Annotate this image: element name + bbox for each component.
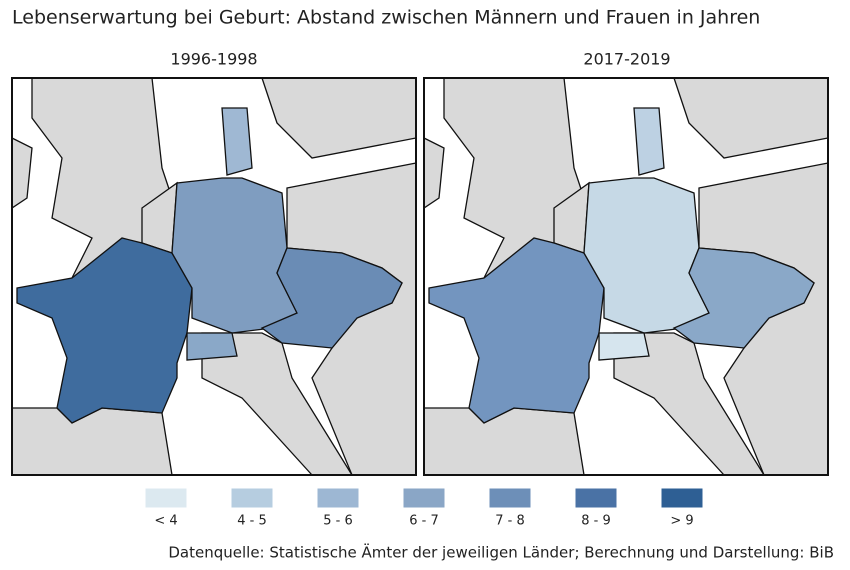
land: [11, 407, 173, 476]
legend-label: > 9: [670, 514, 693, 529]
region: [260, 247, 403, 349]
legend-swatch: [230, 487, 274, 509]
panel-title: 2017-2019: [583, 50, 670, 69]
frame: [423, 77, 829, 476]
frame: [11, 77, 417, 476]
legend-label: 6 - 7: [409, 514, 439, 529]
legend-label: 7 - 8: [495, 514, 525, 529]
legend-swatch: [660, 487, 704, 509]
legend-swatch: [144, 487, 188, 509]
legend-swatch: [316, 487, 360, 509]
region: [16, 237, 193, 424]
legend-label: 8 - 9: [581, 514, 611, 529]
legend-label: < 4: [154, 514, 177, 529]
title: Lebenserwartung bei Geburt: Abstand zwis…: [12, 7, 760, 29]
map-panel: [423, 77, 829, 476]
legend-swatch: [574, 487, 618, 509]
region: [672, 247, 815, 349]
region: [633, 107, 665, 176]
land: [423, 407, 585, 476]
panel-title: 1996-1998: [170, 50, 257, 69]
map-panel: [11, 77, 417, 476]
source: Datenquelle: Statistische Ämter der jewe…: [168, 543, 834, 562]
legend-label: 5 - 6: [323, 514, 353, 529]
region: [221, 107, 253, 176]
region: [428, 237, 605, 424]
legend-swatch: [402, 487, 446, 509]
region: [186, 332, 238, 361]
legend-label: 4 - 5: [237, 514, 267, 529]
region: [598, 332, 650, 361]
legend-swatch: [488, 487, 532, 509]
